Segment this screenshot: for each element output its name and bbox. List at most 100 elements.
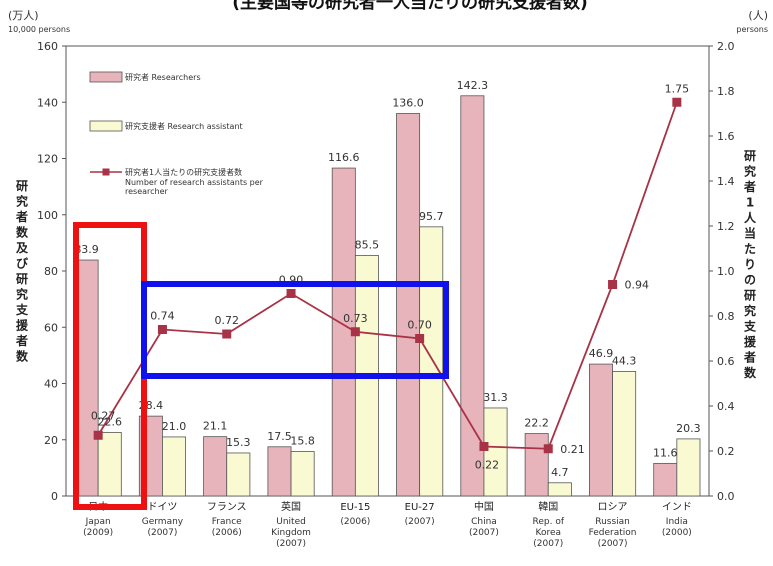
left-axis-label-char: 者 xyxy=(15,333,28,348)
right-tick-label: 1.4 xyxy=(717,175,735,188)
left-axis-label-char: 究 xyxy=(16,194,28,209)
legend-label-ratio-2: Number of research assistants per xyxy=(125,178,264,187)
legend: 研究者 Researchers 研究支援者 Research assistant… xyxy=(89,71,264,196)
category-labels: 日本Japan(2009)ドイツGermany(2007)フランスFrance(… xyxy=(83,500,692,549)
bar-label-researchers: 11.6 xyxy=(653,446,678,459)
bar-label-assistants: 31.3 xyxy=(483,391,508,404)
left-tick-label: 40 xyxy=(44,378,58,391)
right-axis-label-char: 者 xyxy=(743,179,756,194)
bar-researchers xyxy=(203,436,228,497)
left-axis-label-char: び xyxy=(16,256,29,271)
ratio-marker xyxy=(350,327,360,337)
legend-marker-ratio xyxy=(102,168,110,176)
ratio-polyline xyxy=(97,101,678,450)
ratio-label: 1.75 xyxy=(665,82,690,95)
bar-researchers xyxy=(524,433,549,497)
right-axis-label-char: り xyxy=(744,258,756,272)
bar-assistants xyxy=(483,407,508,497)
bar-assistants xyxy=(547,482,572,497)
right-axis-label-char: 当 xyxy=(744,226,756,241)
right-axis-label: 研究者1人当たりの研究支援者数 xyxy=(743,149,757,380)
category-label-en: China xyxy=(471,517,497,527)
category-label-en: France xyxy=(212,517,242,527)
category-label: EU-15 xyxy=(340,502,370,513)
bar-researchers xyxy=(653,462,678,497)
right-axis-ticks: 0.0 0.2 0.4 0.6 0.8 1.0 1.2 1.4 1.6 1.8 2.0 xyxy=(709,40,735,503)
bar-label-assistants: 21.0 xyxy=(162,420,187,433)
right-axis-label-char: 研 xyxy=(744,289,756,303)
bar-label-assistants: 15.8 xyxy=(290,435,315,448)
highlight-blue-box xyxy=(141,281,449,379)
right-tick-label: 0.2 xyxy=(717,445,735,458)
left-axis-unit-en: 10,000 persons xyxy=(8,25,70,34)
right-axis-unit-jp: (人) xyxy=(748,9,768,22)
right-axis-label-char: の xyxy=(744,273,756,287)
ratio-label: 0.22 xyxy=(475,459,500,472)
left-axis-label-char: 支 xyxy=(15,302,29,317)
right-tick-label: 0.0 xyxy=(717,490,735,503)
ratio-marker xyxy=(93,430,103,440)
bar-assistants xyxy=(97,432,122,497)
category-label: 中国 xyxy=(474,500,494,513)
category-label-en: Kingdom xyxy=(271,528,311,538)
bar-label-assistants: 20.3 xyxy=(676,422,701,435)
left-tick-label: 160 xyxy=(37,40,58,53)
legend-label-ratio-3: researcher xyxy=(125,187,169,196)
bar-label-assistants: 22.6 xyxy=(97,415,122,428)
category-label-year: (2007) xyxy=(276,539,306,549)
category-label: ロシア xyxy=(598,502,628,513)
bar-researchers xyxy=(460,95,485,497)
left-axis-ticks: 0 20 40 60 80 100 120 140 160 xyxy=(37,40,66,503)
right-axis-label-char: 究 xyxy=(744,303,756,318)
bar-assistants xyxy=(676,438,701,497)
left-tick-label: 20 xyxy=(44,434,58,447)
right-tick-label: 1.2 xyxy=(717,220,735,233)
category-label-year: (2000) xyxy=(662,528,692,538)
ratio-label: 0.94 xyxy=(625,279,650,292)
bar-researchers xyxy=(396,113,421,497)
category-label-year: (2009) xyxy=(83,528,113,538)
legend-label-assistants: 研究支援者 Research assistant xyxy=(125,121,243,131)
bar-researchers xyxy=(267,446,292,497)
category-label: EU-27 xyxy=(405,502,435,513)
left-axis-unit-jp: (万人) xyxy=(8,9,39,22)
category-label-year: (2007) xyxy=(598,539,628,549)
bar-researchers xyxy=(589,363,613,497)
bar-label-researchers: 22.2 xyxy=(524,417,549,430)
left-axis-label-char: 研 xyxy=(16,272,28,286)
ratio-marker xyxy=(543,444,553,454)
bar-label-researchers: 46.9 xyxy=(589,347,614,360)
bar-label-researchers: 136.0 xyxy=(392,97,424,110)
right-axis-label-char: 研 xyxy=(744,149,756,163)
ratio-marker xyxy=(222,329,232,339)
bar-label-researchers: 17.5 xyxy=(267,430,292,443)
bar-assistants xyxy=(226,452,251,497)
right-tick-label: 0.8 xyxy=(717,310,735,323)
ratio-line xyxy=(93,97,682,454)
ratio-marker xyxy=(415,334,425,343)
left-axis-label-char: 数 xyxy=(16,225,29,240)
right-axis-label-char: 人 xyxy=(744,210,757,225)
bar-label-assistants: 95.7 xyxy=(419,210,444,223)
bar-label-researchers: 21.1 xyxy=(203,420,228,433)
value-labels: 83.922.628.421.0 21.115.3 17.515.8116.685.… xyxy=(74,79,700,479)
legend-swatch-researchers xyxy=(89,71,123,83)
right-axis-unit-en: persons xyxy=(736,25,768,34)
right-tick-label: 0.6 xyxy=(717,355,735,368)
left-tick-label: 120 xyxy=(37,153,58,166)
ratio-label: 0.27 xyxy=(91,409,116,422)
right-axis-label-char: た xyxy=(744,242,756,256)
category-label: ドイツ xyxy=(147,502,177,513)
ratio-marker xyxy=(479,442,489,451)
left-axis-label-char: 援 xyxy=(16,318,29,333)
right-tick-label: 0.4 xyxy=(717,400,735,413)
category-label-year: (2007) xyxy=(147,528,177,538)
category-label-en: Germany xyxy=(142,517,184,527)
bar-assistants xyxy=(162,436,186,497)
category-label-year: (2006) xyxy=(212,528,242,538)
left-axis-label-char: 数 xyxy=(16,349,29,364)
ratio-marker xyxy=(286,289,296,298)
bars xyxy=(74,95,701,497)
